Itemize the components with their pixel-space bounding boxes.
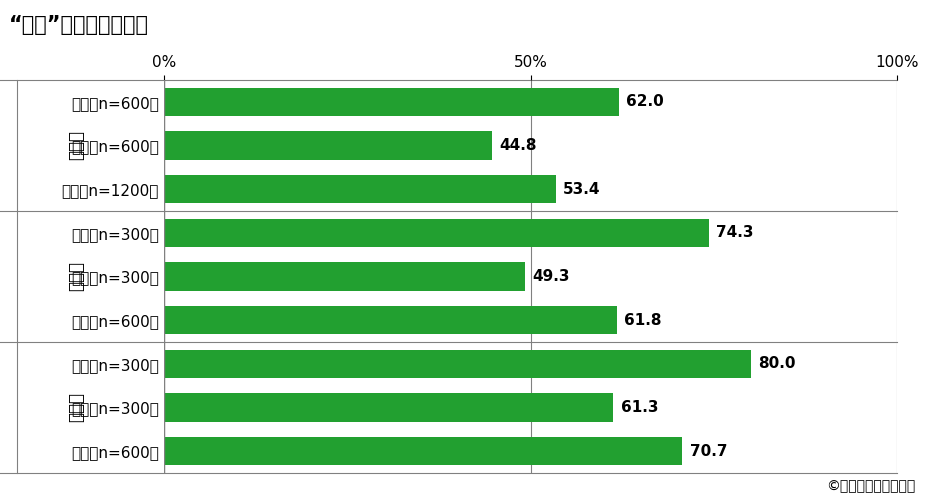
Text: 61.8: 61.8 bbox=[625, 312, 662, 327]
Text: ©学研教育総合研究所: ©学研教育総合研究所 bbox=[826, 479, 915, 493]
Text: 74.3: 74.3 bbox=[716, 225, 754, 240]
Text: 80.0: 80.0 bbox=[757, 356, 796, 371]
Text: 53.4: 53.4 bbox=[563, 182, 601, 197]
Bar bbox=[164, 306, 617, 334]
Text: “推し”がいる人の割合: “推し”がいる人の割合 bbox=[9, 15, 149, 35]
Bar bbox=[164, 437, 683, 465]
Text: 62.0: 62.0 bbox=[626, 94, 664, 109]
Bar bbox=[164, 393, 614, 422]
Bar bbox=[164, 262, 526, 291]
Bar bbox=[164, 350, 751, 378]
Text: 49.3: 49.3 bbox=[532, 269, 571, 284]
Bar bbox=[164, 88, 618, 116]
Text: 70.7: 70.7 bbox=[689, 444, 728, 459]
Bar bbox=[164, 131, 492, 159]
Text: 高校生: 高校生 bbox=[67, 392, 85, 423]
Bar bbox=[164, 219, 709, 247]
Bar bbox=[164, 175, 556, 203]
Text: 中学生: 中学生 bbox=[67, 262, 85, 291]
Text: 61.3: 61.3 bbox=[621, 400, 658, 415]
Text: 小学生: 小学生 bbox=[67, 130, 85, 160]
Text: 44.8: 44.8 bbox=[500, 138, 537, 153]
